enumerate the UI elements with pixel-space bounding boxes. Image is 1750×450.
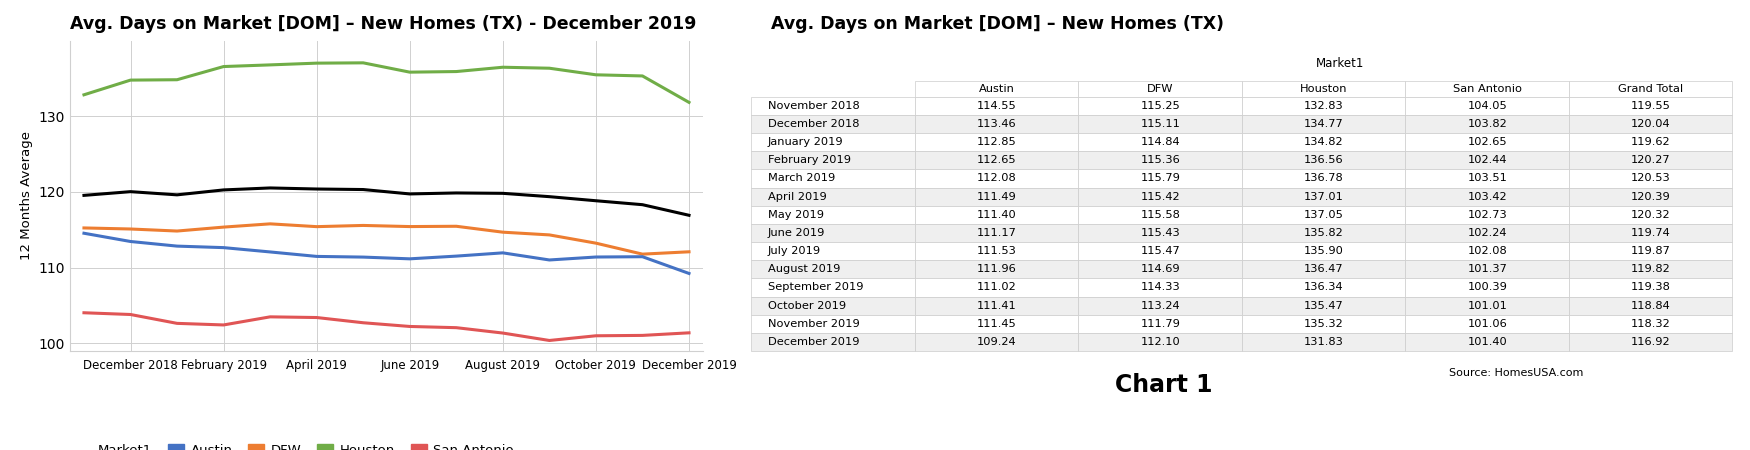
Text: Market1: Market1 [1316,57,1365,70]
Text: Chart 1: Chart 1 [1115,373,1213,397]
Y-axis label: 12 Months Average: 12 Months Average [19,131,33,260]
Legend: Market1, Austin, DFW, Houston, San Antonio: Market1, Austin, DFW, Houston, San Anton… [70,438,520,450]
Text: Avg. Days on Market [DOM] – New Homes (TX): Avg. Days on Market [DOM] – New Homes (T… [772,15,1223,33]
Text: Avg. Days on Market [DOM] – New Homes (TX) - December 2019: Avg. Days on Market [DOM] – New Homes (T… [70,15,697,33]
Text: Source: HomesUSA.com: Source: HomesUSA.com [1449,368,1584,378]
